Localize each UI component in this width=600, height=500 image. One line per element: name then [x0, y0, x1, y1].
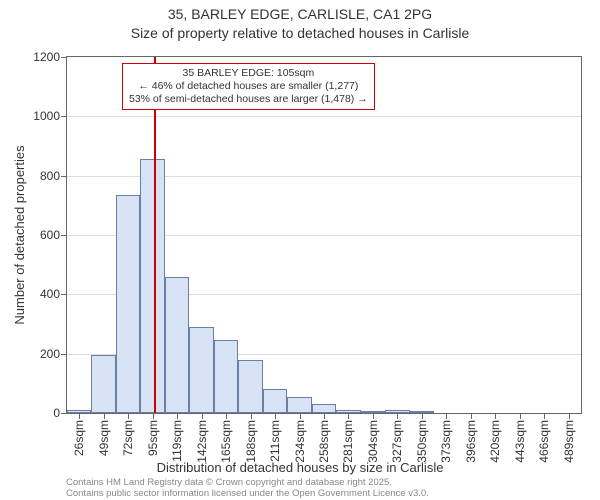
- x-tick-mark: [153, 414, 154, 419]
- histogram-bar: [165, 277, 189, 413]
- x-tick-label: 72sqm: [121, 420, 135, 456]
- histogram-bar: [385, 410, 409, 413]
- title-block: 35, BARLEY EDGE, CARLISLE, CA1 2PG Size …: [0, 0, 600, 42]
- histogram-bar: [263, 389, 287, 413]
- histogram-bar: [116, 195, 140, 413]
- x-tick-mark: [275, 414, 276, 419]
- x-tick-label: 420sqm: [488, 420, 502, 463]
- x-tick-mark: [471, 414, 472, 419]
- title-line2: Size of property relative to detached ho…: [0, 25, 600, 42]
- title-line1: 35, BARLEY EDGE, CARLISLE, CA1 2PG: [0, 6, 600, 23]
- y-tick-label: 1200: [6, 50, 60, 64]
- footer-credits: Contains HM Land Registry data © Crown c…: [66, 478, 429, 500]
- x-tick-mark: [520, 414, 521, 419]
- x-tick-label: 49sqm: [97, 420, 111, 456]
- x-tick-mark: [422, 414, 423, 419]
- y-tick-label: 800: [6, 169, 60, 183]
- histogram-bar: [214, 340, 238, 413]
- y-axis-label: Number of detached properties: [12, 56, 27, 235]
- histogram-bar: [410, 411, 434, 413]
- y-tick-label: 0: [6, 406, 60, 420]
- x-tick-mark: [251, 414, 252, 419]
- y-tick-label: 600: [6, 228, 60, 242]
- x-tick-label: 304sqm: [366, 420, 380, 463]
- x-tick-mark: [495, 414, 496, 419]
- y-tick-label: 200: [6, 347, 60, 361]
- histogram-bar: [361, 411, 385, 413]
- marker-line: [154, 57, 156, 413]
- x-tick-label: 489sqm: [562, 420, 576, 463]
- x-tick-label: 281sqm: [341, 420, 355, 463]
- y-tick-label: 1000: [6, 109, 60, 123]
- x-tick-mark: [373, 414, 374, 419]
- x-tick-label: 95sqm: [146, 420, 160, 456]
- x-tick-label: 373sqm: [439, 420, 453, 463]
- x-tick-mark: [569, 414, 570, 419]
- plot-area: 35 BARLEY EDGE: 105sqm← 46% of detached …: [66, 56, 582, 414]
- x-tick-mark: [300, 414, 301, 419]
- x-tick-label: 165sqm: [219, 420, 233, 463]
- x-axis-label: Distribution of detached houses by size …: [0, 460, 600, 475]
- histogram-bar: [312, 404, 336, 413]
- x-tick-label: 258sqm: [317, 420, 331, 463]
- x-tick-mark: [226, 414, 227, 419]
- annotation-line: 35 BARLEY EDGE: 105sqm: [129, 67, 368, 80]
- x-tick-mark: [104, 414, 105, 419]
- x-tick-mark: [177, 414, 178, 419]
- histogram-bar: [189, 327, 213, 413]
- histogram-bar: [287, 397, 311, 413]
- x-tick-label: 119sqm: [170, 420, 184, 462]
- x-tick-mark: [324, 414, 325, 419]
- histogram-bar: [238, 360, 262, 413]
- histogram-bar: [336, 410, 360, 413]
- x-tick-label: 396sqm: [464, 420, 478, 463]
- histogram-bar: [67, 410, 91, 413]
- annotation-line: ← 46% of detached houses are smaller (1,…: [129, 80, 368, 93]
- x-tick-mark: [202, 414, 203, 419]
- x-tick-label: 211sqm: [268, 420, 282, 462]
- annotation-line: 53% of semi-detached houses are larger (…: [129, 93, 368, 106]
- gridline-h: [67, 116, 581, 117]
- x-tick-label: 26sqm: [72, 420, 86, 456]
- x-tick-label: 234sqm: [293, 420, 307, 463]
- annotation-box: 35 BARLEY EDGE: 105sqm← 46% of detached …: [122, 63, 375, 110]
- footer-line2: Contains public sector information licen…: [66, 489, 429, 500]
- y-tick-label: 400: [6, 287, 60, 301]
- x-tick-label: 188sqm: [244, 420, 258, 463]
- histogram-bar: [91, 355, 115, 413]
- x-tick-label: 350sqm: [415, 420, 429, 463]
- x-tick-mark: [446, 414, 447, 419]
- x-tick-mark: [79, 414, 80, 419]
- x-tick-label: 142sqm: [195, 420, 209, 463]
- x-tick-mark: [348, 414, 349, 419]
- x-tick-label: 443sqm: [513, 420, 527, 463]
- histogram-bar: [140, 159, 164, 413]
- chart-container: 35, BARLEY EDGE, CARLISLE, CA1 2PG Size …: [0, 0, 600, 500]
- x-tick-label: 327sqm: [390, 420, 404, 463]
- x-tick-mark: [544, 414, 545, 419]
- x-tick-label: 466sqm: [537, 420, 551, 463]
- x-tick-mark: [397, 414, 398, 419]
- x-tick-mark: [128, 414, 129, 419]
